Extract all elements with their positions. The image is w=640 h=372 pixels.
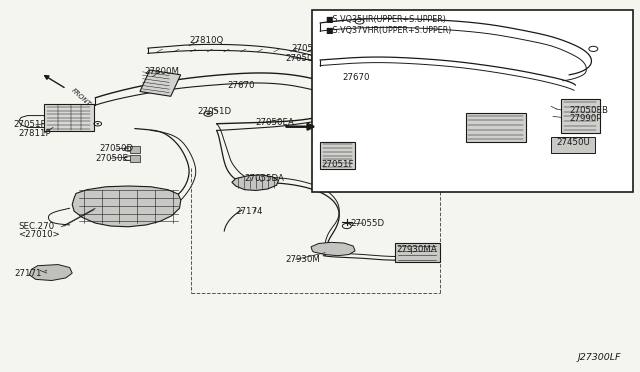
Text: 27050D: 27050D bbox=[100, 144, 134, 153]
Circle shape bbox=[97, 123, 99, 125]
Bar bbox=[320, 141, 355, 169]
Text: 27051F: 27051F bbox=[13, 121, 46, 129]
Text: 27050EB: 27050EB bbox=[569, 106, 608, 115]
Polygon shape bbox=[29, 264, 72, 280]
Polygon shape bbox=[232, 175, 278, 190]
Bar bbox=[140, 70, 180, 96]
Polygon shape bbox=[311, 242, 355, 256]
Text: ■S.VQ35HR(UPPER+S.UPPER): ■S.VQ35HR(UPPER+S.UPPER) bbox=[325, 15, 446, 24]
Text: 27051F: 27051F bbox=[321, 160, 354, 169]
Bar bbox=[551, 137, 595, 153]
Bar bbox=[396, 243, 440, 262]
Text: 27930M: 27930M bbox=[285, 255, 320, 264]
Text: 27930MA: 27930MA bbox=[397, 245, 437, 254]
Bar bbox=[131, 155, 140, 162]
Text: 27051D: 27051D bbox=[197, 108, 232, 116]
Text: 27811P: 27811P bbox=[19, 128, 51, 138]
Text: 27050EA: 27050EA bbox=[255, 118, 294, 127]
Text: ■S.VQ37VHR(UPPER+S.UPPER): ■S.VQ37VHR(UPPER+S.UPPER) bbox=[325, 26, 451, 35]
Text: J27300LF: J27300LF bbox=[578, 353, 621, 362]
Text: 27800M: 27800M bbox=[145, 67, 179, 76]
Text: 27670: 27670 bbox=[342, 73, 370, 82]
Text: 27990P: 27990P bbox=[569, 114, 602, 123]
Polygon shape bbox=[72, 186, 180, 227]
Text: <27010>: <27010> bbox=[19, 230, 60, 239]
Text: 27055DA: 27055DA bbox=[244, 174, 285, 183]
Text: 27171: 27171 bbox=[15, 269, 42, 278]
Text: 27050E: 27050E bbox=[95, 154, 128, 163]
Text: 27050D: 27050D bbox=[291, 44, 325, 52]
Bar bbox=[44, 105, 94, 131]
Text: 27050E: 27050E bbox=[285, 54, 318, 62]
Text: FRONT: FRONT bbox=[70, 87, 92, 108]
Bar bbox=[131, 146, 140, 153]
Text: 27670: 27670 bbox=[227, 81, 255, 90]
Text: 27174: 27174 bbox=[236, 208, 263, 217]
Bar bbox=[561, 99, 600, 134]
Circle shape bbox=[206, 113, 210, 115]
Text: 27810Q: 27810Q bbox=[189, 36, 223, 45]
Text: 27055D: 27055D bbox=[351, 219, 385, 228]
Text: 27450U: 27450U bbox=[556, 138, 590, 147]
Bar bbox=[312, 10, 633, 192]
Bar bbox=[466, 113, 526, 142]
Text: SEC.270: SEC.270 bbox=[19, 222, 54, 231]
